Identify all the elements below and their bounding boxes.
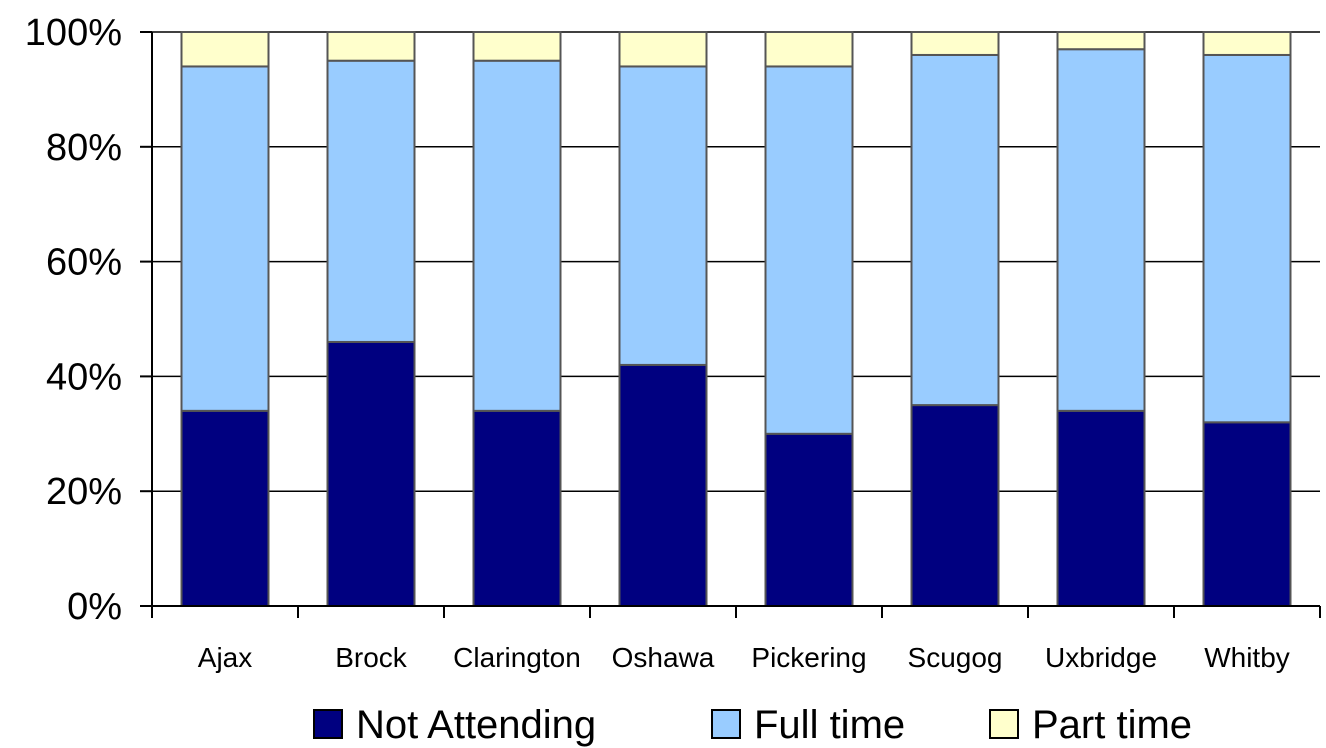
bar-full-time-uxbridge [1056, 48, 1146, 412]
x-category-label: Scugog [908, 642, 1003, 673]
bar-not-attending-whitby [1202, 421, 1292, 607]
x-category-label: Oshawa [612, 642, 715, 673]
x-category-labels: Ajax Brock Clarington Oshawa Pickering Scugog… [198, 642, 1290, 673]
y-tick-labels: 0% 20% 40% 60% 80% 100% [25, 12, 122, 628]
bar-part-time-uxbridge [1056, 31, 1146, 51]
bar-full-time-clarington [472, 59, 562, 412]
x-category-label: Brock [335, 642, 408, 673]
bar-full-time-whitby [1202, 53, 1292, 424]
axes [140, 31, 1321, 618]
bar-not-attending-ajax [180, 409, 270, 607]
bar-part-time-brock [326, 31, 416, 62]
legend-swatch [989, 709, 1019, 739]
y-tick-label: 0% [67, 586, 122, 628]
bar-part-time-scugog [910, 31, 1000, 56]
bar-part-time-pickering [764, 31, 854, 68]
bar-not-attending-brock [326, 340, 416, 607]
legend-swatch [711, 709, 741, 739]
bar-part-time-clarington [472, 31, 562, 62]
x-category-label: Uxbridge [1045, 642, 1157, 673]
bar-not-attending-oshawa [618, 363, 708, 608]
bar-full-time-scugog [910, 53, 1000, 407]
y-tick-label: 60% [46, 242, 122, 284]
bar-full-time-brock [326, 59, 416, 343]
y-tick-label: 80% [46, 127, 122, 169]
bar-full-time-oshawa [618, 65, 708, 366]
legend-label: Full time [754, 703, 905, 747]
x-category-label: Clarington [453, 642, 581, 673]
bar-not-attending-uxbridge [1056, 409, 1146, 607]
x-category-label: Whitby [1204, 642, 1290, 673]
bar-full-time-pickering [764, 65, 854, 435]
bar-not-attending-scugog [910, 404, 1000, 607]
legend-label: Part time [1032, 703, 1192, 747]
legend: Not Attending Full time Part time [313, 703, 1192, 747]
legend-swatch [313, 709, 343, 739]
x-category-label: Pickering [751, 642, 866, 673]
bar-part-time-oshawa [618, 31, 708, 68]
bar-part-time-whitby [1202, 31, 1292, 56]
y-tick-label: 20% [46, 471, 122, 513]
bar-part-time-ajax [180, 31, 270, 68]
y-tick-label: 40% [46, 356, 122, 398]
bar-not-attending-clarington [472, 409, 562, 607]
bars [180, 31, 1292, 608]
x-category-label: Ajax [198, 642, 252, 673]
bar-full-time-ajax [180, 65, 270, 412]
legend-label: Not Attending [356, 703, 596, 747]
bar-not-attending-pickering [764, 432, 854, 607]
y-tick-label: 100% [25, 12, 122, 54]
